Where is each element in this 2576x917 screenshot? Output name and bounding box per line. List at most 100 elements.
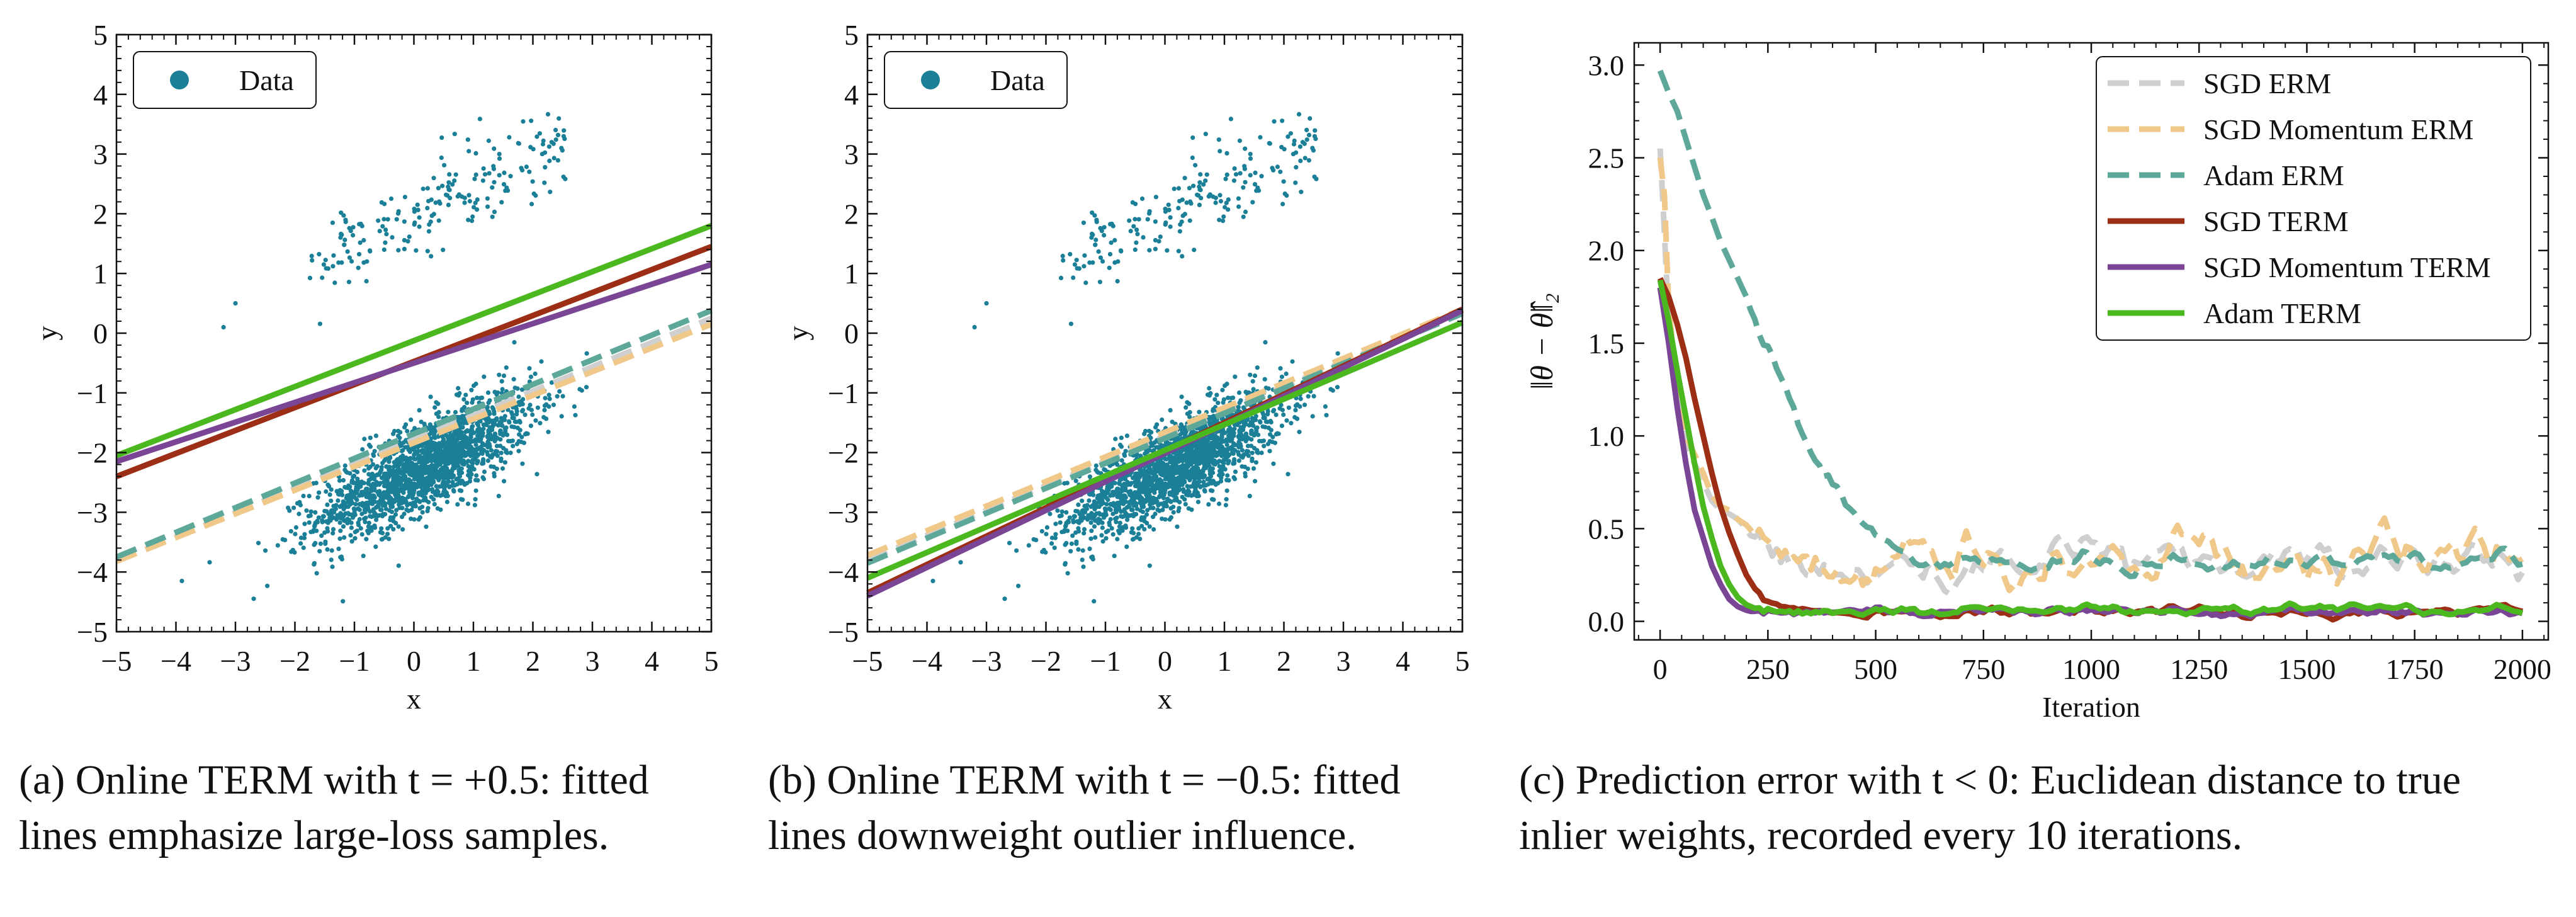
data-point — [1216, 401, 1221, 406]
data-point — [1134, 240, 1139, 245]
data-point — [1205, 459, 1210, 464]
data-point — [429, 443, 434, 448]
data-point — [1243, 418, 1248, 424]
data-point — [1138, 501, 1143, 506]
data-point — [456, 419, 461, 424]
data-point — [1135, 232, 1140, 237]
data-point — [1197, 409, 1202, 414]
data-point — [329, 548, 334, 553]
data-point — [1087, 260, 1092, 265]
data-point — [508, 174, 513, 179]
data-point — [373, 433, 379, 438]
data-point — [1189, 462, 1194, 467]
data-point — [400, 506, 405, 511]
data-point — [487, 171, 492, 176]
x-tick-label: 1 — [466, 645, 481, 677]
x-axis-label: x — [407, 683, 421, 715]
data-point — [1154, 445, 1159, 450]
data-point — [1063, 542, 1068, 547]
y-tick-label: −4 — [828, 556, 859, 588]
data-point — [392, 489, 397, 494]
data-point — [1183, 502, 1188, 507]
data-point — [1144, 450, 1150, 455]
data-point — [386, 490, 391, 495]
data-point — [521, 407, 526, 413]
data-point — [298, 541, 303, 546]
data-point — [365, 528, 370, 533]
data-point — [1130, 526, 1135, 531]
data-point — [1089, 235, 1094, 240]
data-point — [472, 467, 477, 472]
data-point — [1087, 474, 1092, 479]
data-point — [535, 405, 541, 410]
data-point — [1216, 501, 1222, 506]
data-point — [573, 413, 578, 418]
data-point — [421, 186, 426, 191]
data-point — [1172, 186, 1177, 191]
data-point — [1188, 199, 1193, 204]
data-point — [1295, 416, 1300, 421]
data-point — [425, 205, 430, 210]
data-point — [338, 235, 343, 240]
data-point — [436, 218, 441, 223]
data-point — [460, 497, 465, 503]
data-point — [444, 499, 450, 504]
data-point — [401, 465, 406, 470]
data-point — [357, 493, 362, 498]
data-point — [1292, 138, 1297, 144]
data-point — [314, 481, 319, 486]
caption-c-line2: inlier weights, recorded every 10 iterat… — [1519, 812, 2243, 858]
y-tick-label: 5 — [844, 19, 859, 51]
data-point — [507, 135, 512, 140]
data-point — [481, 426, 486, 431]
data-point — [1262, 416, 1267, 421]
data-point — [1171, 510, 1176, 515]
data-point — [1124, 433, 1129, 438]
data-point — [529, 407, 534, 413]
data-point — [422, 421, 427, 426]
data-point — [1248, 152, 1253, 157]
data-point — [1091, 512, 1096, 518]
data-point — [1163, 517, 1168, 522]
data-point — [1124, 544, 1129, 549]
data-point — [398, 462, 403, 467]
data-point — [1238, 171, 1243, 176]
data-point — [1066, 520, 1071, 525]
data-point — [1323, 404, 1328, 409]
data-point — [1090, 210, 1095, 215]
data-point — [426, 229, 432, 234]
data-point — [1142, 527, 1147, 532]
data-point — [466, 472, 472, 477]
data-point — [339, 489, 344, 494]
data-point — [412, 222, 417, 227]
data-point — [1136, 472, 1141, 477]
data-point — [1233, 469, 1238, 474]
data-point — [1163, 503, 1168, 508]
data-point — [482, 172, 488, 177]
data-point — [467, 448, 472, 453]
data-point — [391, 527, 396, 532]
y-tick-label: 2.5 — [1588, 142, 1625, 174]
axes-frame — [866, 33, 1464, 633]
data-point — [383, 240, 388, 245]
data-point — [1197, 469, 1202, 474]
data-point — [422, 484, 427, 489]
data-point — [449, 436, 455, 441]
data-point — [356, 252, 362, 257]
data-point — [1068, 549, 1073, 554]
data-point — [1231, 396, 1236, 401]
data-point — [1243, 146, 1248, 151]
data-point — [1090, 260, 1095, 265]
data-point — [1049, 541, 1054, 546]
data-point — [1142, 518, 1147, 524]
data-point — [437, 199, 442, 204]
x-tick-label: 250 — [1746, 653, 1790, 685]
data-point — [1073, 479, 1078, 484]
data-point — [1302, 402, 1308, 407]
data-point — [1248, 173, 1253, 178]
data-point — [499, 379, 504, 384]
data-point — [521, 119, 526, 124]
data-point — [1243, 431, 1248, 436]
data-point — [1218, 448, 1223, 453]
data-point — [339, 210, 344, 215]
